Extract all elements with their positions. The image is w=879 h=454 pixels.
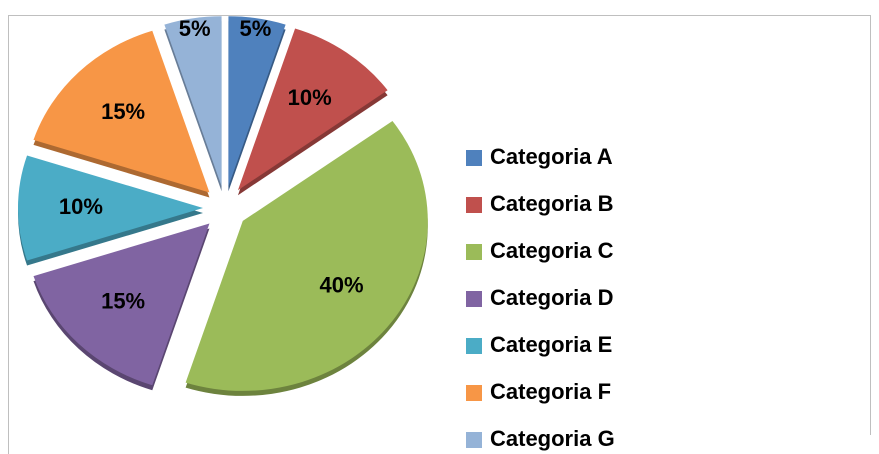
data-label: 5% xyxy=(239,16,271,41)
legend-label: Categoria A xyxy=(490,144,613,169)
data-label: 15% xyxy=(101,289,145,314)
data-label: 10% xyxy=(59,194,103,219)
data-label: 15% xyxy=(101,99,145,124)
pie-slice xyxy=(164,16,222,187)
data-label: 10% xyxy=(288,85,332,110)
legend-swatch xyxy=(466,291,482,307)
legend-label: Categoria B xyxy=(490,191,613,216)
legend-label: Categoria E xyxy=(490,332,612,357)
chart-frame xyxy=(8,15,871,454)
legend-label: Categoria D xyxy=(490,285,613,310)
legend-swatch xyxy=(466,432,482,448)
pie-slice xyxy=(185,121,428,391)
data-label: 5% xyxy=(179,16,211,41)
legend-label: Categoria G xyxy=(490,426,615,451)
legend-swatch xyxy=(466,338,482,354)
legend-swatch xyxy=(466,150,482,166)
legend-swatch xyxy=(466,385,482,401)
pie-slice xyxy=(237,28,388,191)
data-label: 40% xyxy=(320,273,364,298)
legend-label: Categoria C xyxy=(490,238,614,263)
pie-slice xyxy=(33,30,210,193)
legend-label: Categoria F xyxy=(490,379,611,404)
legend-swatch xyxy=(466,197,482,213)
pie-slice xyxy=(228,16,286,187)
pie-slice xyxy=(17,155,203,261)
legend-swatch xyxy=(466,244,482,260)
pie-slice xyxy=(33,223,210,386)
